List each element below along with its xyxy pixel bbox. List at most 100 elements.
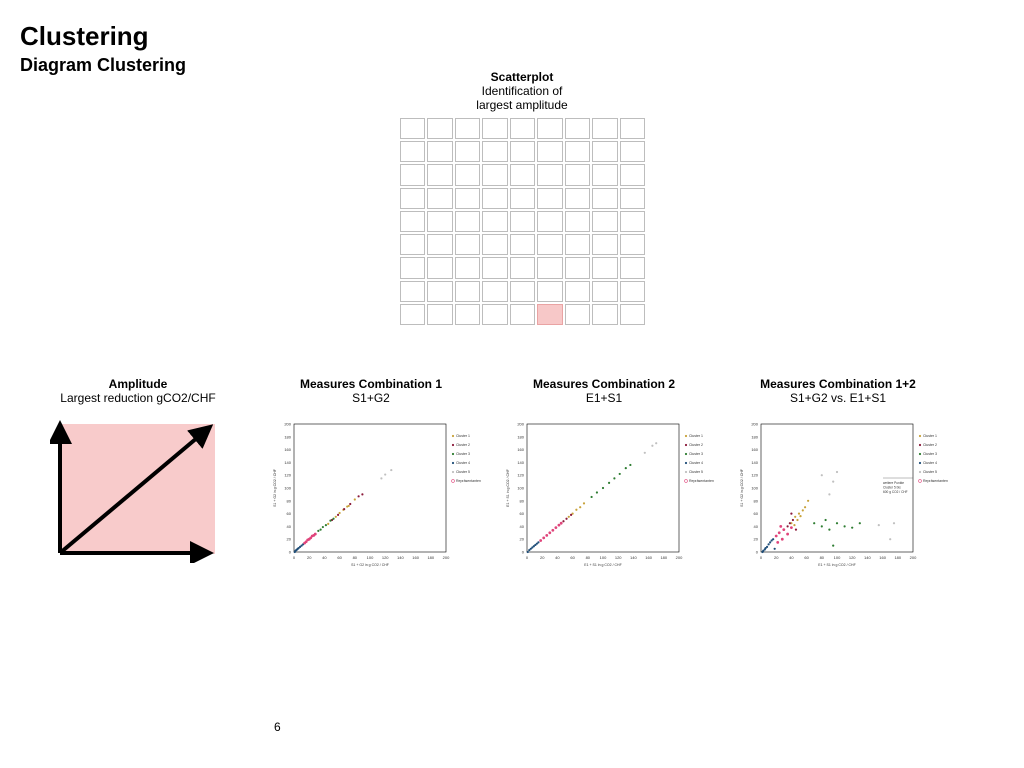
data-point [542, 536, 546, 540]
x-tick-label: 60 [570, 555, 575, 560]
panel-2-sub: E1+S1 [585, 391, 623, 405]
y-tick-label: 160 [751, 447, 758, 452]
y-tick-label: 0 [289, 550, 292, 555]
grid-cell [619, 303, 645, 325]
panel-1-caption: Measures Combination 1 S1+G2 [271, 377, 471, 405]
grid-cell [564, 303, 591, 325]
data-point [582, 502, 586, 505]
amplitude-arrows [50, 420, 214, 563]
x-tick-label: 200 [676, 555, 683, 560]
x-tick-label: 20 [540, 555, 545, 560]
grid-cell [400, 257, 426, 279]
grid-cell [619, 187, 645, 209]
x-tick-label: 200 [443, 555, 450, 560]
y-axis-label: E1 + S1 in g CO2 / CHF [506, 469, 510, 506]
y-tick-label: 80 [287, 498, 292, 503]
scatter-svg: 0 20 40 60 80 100 120 140 160 180 200 0 20 40 60 80 100 1… [273, 422, 481, 568]
legend-marker [684, 434, 688, 438]
data-point [567, 515, 570, 518]
data-point [532, 545, 535, 548]
x-tick-label: 80 [586, 555, 591, 560]
x-tick-label: 180 [427, 555, 434, 560]
y-tick-label: 40 [754, 524, 759, 529]
data-point [349, 502, 352, 506]
grid-cell [482, 118, 508, 140]
data-point [765, 545, 769, 548]
legend-marker [451, 479, 455, 483]
grid-cell [537, 118, 563, 140]
data-point [300, 544, 303, 547]
data-point [539, 539, 543, 542]
data-point [535, 542, 538, 545]
data-point [767, 543, 770, 546]
y-tick-label: 100 [284, 486, 291, 491]
data-point [618, 472, 621, 476]
page-number: 6 [274, 720, 281, 734]
x-tick-label: 20 [307, 555, 312, 560]
grid-cell [400, 210, 426, 233]
y-tick-label: 200 [284, 422, 291, 427]
data-point [858, 522, 861, 525]
data-point [782, 528, 786, 531]
data-point [790, 526, 793, 530]
data-point [796, 518, 799, 522]
data-point [298, 545, 302, 548]
data-point [575, 508, 578, 511]
grid-cell [619, 210, 645, 233]
panel-1-heading: Measures Combination 1 [299, 377, 443, 391]
data-point [643, 451, 646, 454]
grid-cell [537, 280, 563, 302]
grid-cell [400, 280, 426, 302]
data-point [338, 511, 341, 515]
grid-cell [564, 210, 591, 233]
y-tick-label: 180 [284, 434, 291, 439]
data-point [832, 544, 835, 547]
data-point [321, 525, 324, 529]
data-point [772, 538, 775, 541]
grid-cell [619, 141, 645, 163]
data-point [773, 547, 776, 550]
x-axis-label: S1 + G2 in g CO2 / CHF [351, 563, 389, 567]
y-tick-label: 80 [520, 498, 525, 503]
page-subtitle: Diagram Clustering [20, 55, 187, 75]
grid-cell [564, 187, 591, 209]
grid-cell [482, 141, 508, 163]
grid-cell [537, 210, 563, 233]
legend-label: Cluster 3 [456, 452, 470, 456]
y-tick-label: 0 [522, 550, 525, 555]
legend-label: Cluster 2 [689, 443, 703, 447]
x-tick-label: 160 [412, 555, 419, 560]
data-point [297, 547, 300, 550]
legend-marker [451, 452, 455, 456]
grid-cell [400, 141, 426, 163]
grid-cell [537, 234, 563, 256]
grid-cell [619, 234, 645, 256]
data-point [380, 477, 383, 480]
data-point [820, 474, 823, 477]
legend-marker [684, 443, 688, 447]
data-point [534, 543, 537, 547]
y-tick-label: 120 [517, 473, 524, 478]
grid-cell [509, 141, 536, 163]
data-point [565, 517, 568, 520]
y-tick-label: 140 [517, 460, 524, 465]
legend-marker [451, 434, 455, 438]
legend-label: Repräsentanten [456, 479, 481, 483]
data-point [651, 444, 654, 447]
data-point [801, 509, 804, 512]
data-point [779, 525, 783, 528]
data-point [361, 493, 364, 496]
data-point [562, 520, 565, 523]
data-point [803, 506, 807, 509]
grid-cell [427, 257, 453, 279]
x-axis-label: E1 + S1 in g CO2 / CHF [584, 563, 621, 567]
data-point [309, 536, 313, 540]
plot-frame [760, 423, 914, 553]
chart-combination-1: 0 20 40 60 80 100 120 140 160 180 200 0 20 40 60 80 100 1… [272, 418, 482, 573]
data-point [353, 498, 356, 501]
grid-cell [564, 141, 591, 163]
y-tick-label: 20 [520, 537, 525, 542]
x-tick-label: 120 [382, 555, 389, 560]
legend-marker [684, 461, 688, 465]
grid-cell [592, 141, 618, 163]
